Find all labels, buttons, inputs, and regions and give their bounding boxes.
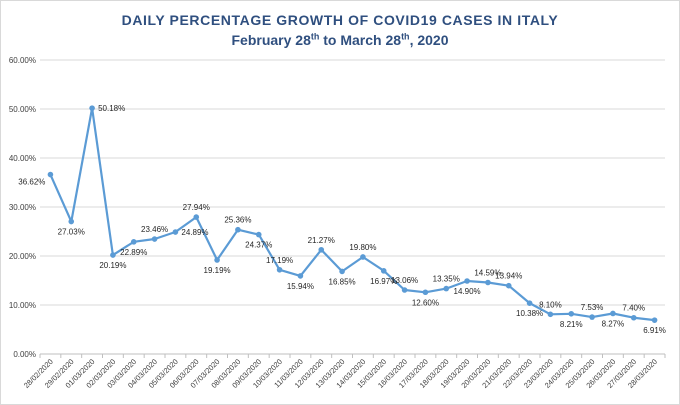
data-label: 10.38% [516,309,543,318]
data-point [89,105,95,111]
data-label: 14.90% [454,287,481,296]
data-point [610,310,616,317]
data-label: 25.36% [224,216,251,225]
series-line [49,106,655,322]
data-point [360,254,366,260]
chart-title-line1: DAILY PERCENTAGE GROWTH OF COVID19 CASES… [121,12,559,28]
data-label: 19.19% [204,266,231,275]
data-point [193,214,200,220]
data-label: 27.03% [58,228,85,237]
data-label: 7.40% [622,304,645,313]
data-label: 50.18% [98,104,125,113]
data-point [568,310,575,317]
data-label: 8.10% [539,300,562,309]
y-tick-label: 60.00% [9,56,36,65]
data-point [380,268,387,274]
data-label: 23.46% [141,225,168,234]
data-label: 14.59% [474,269,501,278]
data-label: 27.94% [183,203,210,212]
data-point [443,285,450,292]
data-point [526,300,533,306]
title-date-mid: to March 28 [319,32,402,48]
y-tick-label: 30.00% [9,203,36,212]
y-tick-label: 20.00% [9,252,36,261]
title-superscript-2: th [401,31,410,42]
y-tick-label: 0.00% [13,350,36,359]
data-label: 22.89% [120,248,147,257]
data-point [547,311,554,318]
data-point [589,314,595,320]
data-point [255,231,262,238]
data-label: 8.21% [560,320,583,329]
data-point [505,282,512,289]
data-label: 13.94% [495,272,522,281]
data-label: 13.35% [433,275,460,284]
data-label: 36.62% [18,178,45,187]
data-label: 17.19% [266,256,293,265]
chart-title-line2: February 28th to March 28th, 2020 [0,30,680,50]
data-label: 16.85% [329,277,356,286]
data-label: 12.60% [412,298,439,307]
data-label: 24.89% [181,228,208,237]
data-label: 16.97% [370,277,397,286]
data-label: 7.53% [581,303,604,312]
data-point [464,278,470,284]
data-label: 13.06% [391,276,418,285]
data-point [172,229,179,235]
y-tick-label: 50.00% [9,105,36,114]
data-label: 24.37% [245,241,272,250]
data-point [214,257,220,263]
data-point [651,317,658,323]
data-point [235,226,241,233]
data-label: 6.91% [643,326,666,335]
data-label: 15.94% [287,282,314,291]
data-point [401,287,408,293]
data-point [630,314,637,321]
data-label: 8.27% [602,319,625,328]
data-point [110,252,116,258]
chart-title: DAILY PERCENTAGE GROWTH OF COVID19 CASES… [0,10,680,50]
data-label: 21.27% [308,236,335,245]
data-point [47,171,54,178]
data-point [297,273,304,279]
data-label: 20.19% [99,261,126,270]
y-tick-label: 10.00% [9,301,36,310]
data-point [276,266,283,273]
title-year: , 2020 [409,32,449,48]
data-point [68,218,75,225]
data-point [339,268,345,275]
title-date-start: February 28 [231,32,311,48]
data-point [318,246,325,253]
y-tick-label: 40.00% [9,154,36,163]
data-point [485,279,491,286]
data-point [151,236,158,242]
data-point [130,239,137,245]
title-superscript-1: th [310,31,320,42]
data-point [422,289,429,296]
data-label: 19.80% [349,243,376,252]
